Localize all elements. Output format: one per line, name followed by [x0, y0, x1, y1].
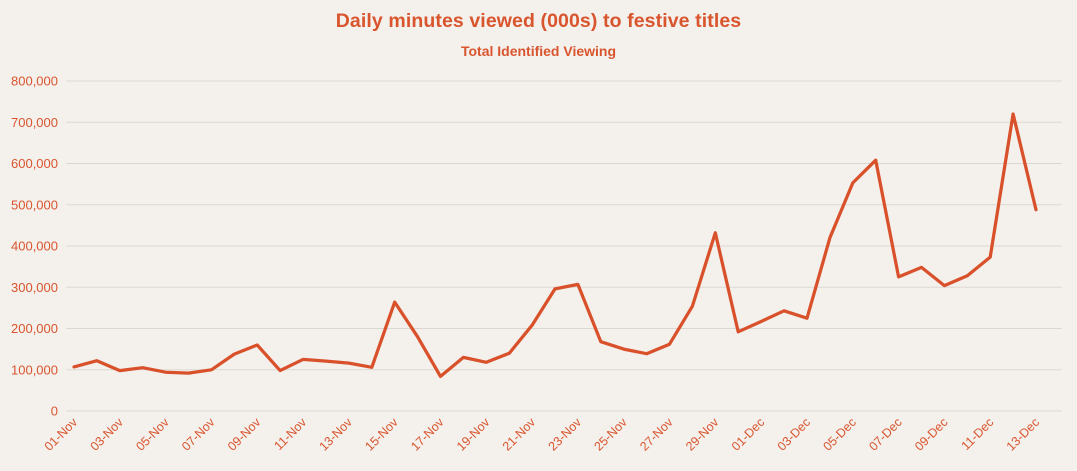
x-axis-label: 03-Dec — [775, 415, 813, 453]
x-axis-label: 09-Dec — [912, 415, 950, 453]
y-axis-label: 100,000 — [11, 362, 58, 377]
y-axis-label: 200,000 — [11, 321, 58, 336]
x-axis-label: 07-Dec — [866, 415, 904, 453]
x-axis-label: 19-Nov — [454, 415, 493, 454]
y-axis-label: 600,000 — [11, 156, 58, 171]
x-axis-label: 03-Nov — [88, 415, 127, 454]
x-axis-label: 13-Dec — [1004, 415, 1042, 453]
series-line — [72, 112, 1038, 379]
x-axis-label: 05-Dec — [820, 415, 858, 453]
y-axis-label: 800,000 — [11, 74, 58, 89]
x-axis-label: 27-Nov — [637, 415, 676, 454]
x-axis-label: 07-Nov — [179, 415, 218, 454]
x-axis-label: 23-Nov — [546, 415, 585, 454]
x-axis-label: 25-Nov — [591, 415, 630, 454]
x-axis-label: 13-Nov — [317, 415, 356, 454]
x-axis-label: 17-Nov — [408, 415, 447, 454]
y-axis-label: 700,000 — [11, 115, 58, 130]
y-axis-label: 0 — [51, 404, 58, 419]
x-axis-label: 05-Nov — [133, 415, 172, 454]
chart-title: Daily minutes viewed (000s) to festive t… — [335, 10, 742, 32]
x-axis-label: 21-Nov — [500, 415, 539, 454]
x-axis-label: 11-Dec — [959, 415, 997, 453]
y-axis-label: 500,000 — [11, 197, 58, 212]
x-axis-label: 01-Nov — [42, 415, 81, 454]
x-axis-label: 15-Nov — [362, 415, 401, 454]
x-axis-label: 01-Dec — [729, 415, 767, 453]
x-axis-label: 29-Nov — [683, 415, 722, 454]
y-axis-label: 400,000 — [11, 239, 58, 254]
y-axis-label: 300,000 — [11, 280, 58, 295]
x-axis-label: 11-Nov — [271, 415, 309, 453]
chart-subtitle: Total Identified Viewing — [460, 43, 617, 59]
x-axis-label: 09-Nov — [225, 415, 264, 454]
